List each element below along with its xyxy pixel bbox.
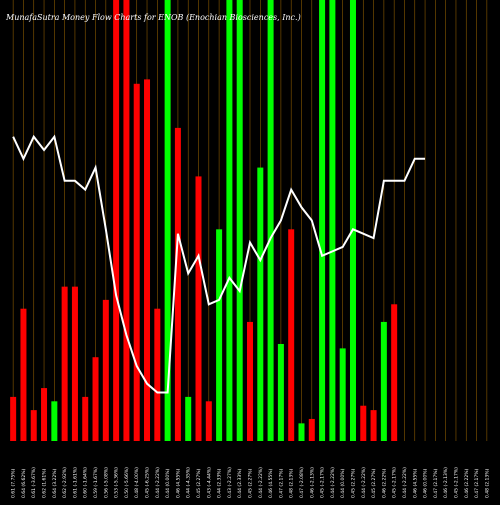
- x-tick-label: 0.44 (0.00%): [165, 468, 171, 498]
- x-tick-label: 0.45 (2.27%): [248, 468, 254, 498]
- money-flow-bar-26: [267, 0, 274, 441]
- money-flow-bar-32: [329, 0, 336, 441]
- money-flow-bar-22: [226, 0, 233, 441]
- money-flow-bar-21: [216, 229, 223, 441]
- money-flow-bar-19: [195, 176, 202, 441]
- x-tick-label: 0.44 (-4.35%): [186, 467, 192, 498]
- x-tick-label: 0.64 (6.62%): [21, 468, 27, 498]
- money-flow-bar-27: [277, 343, 284, 441]
- x-tick-label: 0.46 (-2.13%): [443, 467, 449, 498]
- x-tick-label: 0.44 (0.00%): [340, 468, 346, 498]
- money-flow-bar-38: [391, 304, 398, 441]
- money-flow-bar-33: [339, 348, 346, 441]
- x-tick-label: 0.47 (-2.08%): [299, 467, 305, 498]
- money-flow-bar-35: [360, 405, 367, 441]
- x-tick-label: 0.43 (-2.27%): [227, 467, 233, 498]
- x-tick-label: 0.60 (-1.64%): [83, 467, 89, 498]
- x-tick-label: 0.44 (-2.22%): [155, 467, 161, 498]
- money-flow-bar-7: [71, 286, 78, 441]
- money-flow-bar-16: [164, 0, 171, 441]
- x-tick-label: 0.64 (3.22%): [52, 468, 58, 498]
- x-tick-label: 0.44 (-2.22%): [258, 467, 264, 498]
- x-tick-label: 0.44 (-2.22%): [330, 467, 336, 498]
- money-flow-bar-36: [370, 410, 377, 441]
- money-flow-bar-28: [288, 229, 295, 441]
- money-flow-bar-17: [174, 127, 181, 441]
- x-tick-label: 0.45 (2.27%): [371, 468, 377, 498]
- x-tick-label: 0.61 (-1.61%): [72, 467, 78, 498]
- money-flow-bar-2: [20, 308, 27, 441]
- x-tick-label: 0.47 (2.17%): [474, 468, 480, 498]
- money-flow-bar-8: [82, 396, 89, 441]
- x-tick-label: 0.46 (2.22%): [464, 468, 470, 498]
- x-tick-label: 0.46 (-2.13%): [309, 467, 315, 498]
- money-flow-bar-31: [319, 0, 326, 441]
- money-flow-bar-10: [102, 299, 109, 441]
- money-flow-bar-1: [10, 396, 17, 441]
- x-tick-label: 0.43 (-4.44%): [206, 467, 212, 498]
- money-flow-bar-24: [247, 321, 253, 441]
- money-flow-bar-30: [308, 418, 315, 441]
- x-tick-label: 0.48 (2.13%): [289, 468, 295, 498]
- x-tick-label: 0.45 (-2.17%): [320, 467, 326, 498]
- x-tick-label: 0.61 (7.75%): [11, 468, 17, 498]
- chart-title: MunafaSutra Money Flow Charts for ENOB (…: [5, 13, 301, 22]
- money-flow-bar-9: [92, 357, 99, 441]
- x-tick-label: 0.47 (2.17%): [433, 468, 439, 498]
- money-flow-bar-23: [236, 0, 243, 441]
- x-tick-label: 0.56 (-5.08%): [103, 467, 109, 498]
- x-tick-label: 0.59 (-1.67%): [93, 467, 99, 498]
- x-tick-label: 0.44 (2.33%): [237, 468, 243, 498]
- x-tick-label: 0.46 (0.00%): [423, 468, 429, 498]
- money-flow-bar-37: [380, 321, 387, 441]
- x-tick-label: 0.62 (-2.92%): [62, 467, 68, 498]
- x-tick-label: 0.45 (-6.25%): [145, 467, 151, 498]
- x-tick-label: 0.45 (2.27%): [196, 468, 202, 498]
- money-flow-bar-15: [154, 308, 161, 441]
- money-flow-bar-34: [349, 0, 356, 441]
- x-tick-label: 0.48 (2.13%): [484, 468, 490, 498]
- x-tick-label: 0.53 (-5.36%): [114, 467, 120, 498]
- x-tick-label: 0.62 (1.61%): [42, 468, 48, 498]
- x-tick-label: 0.45 (2.27%): [350, 468, 356, 498]
- x-tick-label: 0.46 (4.55%): [412, 468, 418, 498]
- x-tick-label: 0.48 (-4.00%): [134, 467, 140, 498]
- x-tick-label: 0.45 (-2.17%): [392, 467, 398, 498]
- money-flow-bar-14: [144, 79, 151, 441]
- money-flow-bar-6: [61, 286, 68, 441]
- x-axis-tick-labels: 0.61 (7.75%) 0.64 (6.62%) 0.61 (-3.67%) 0.6…: [11, 467, 491, 498]
- money-flow-bar-4: [41, 388, 48, 441]
- x-tick-label: 0.47 (2.17%): [278, 468, 284, 498]
- money-flow-line: [12, 134, 426, 394]
- money-flow-bar-12: [123, 0, 130, 441]
- money-flow-bar-13: [133, 83, 140, 441]
- money-flow-bar-20: [205, 401, 212, 441]
- x-tick-label: 0.46 (4.55%): [268, 468, 274, 498]
- money-flow-bar-11: [113, 0, 120, 441]
- x-tick-label: 0.61 (-3.67%): [31, 467, 37, 498]
- x-tick-label: 0.44 (-2.22%): [402, 467, 408, 498]
- x-tick-label: 0.44 (2.33%): [217, 468, 223, 498]
- x-tick-label: 0.46 (4.55%): [175, 468, 181, 498]
- x-tick-label: 0.45 (-2.17%): [453, 467, 459, 498]
- x-tick-label: 0.46 (2.22%): [381, 468, 387, 498]
- money-flow-bar-18: [185, 396, 192, 441]
- money-flow-bar-25: [257, 167, 264, 441]
- money-flow-bar-3: [30, 410, 37, 441]
- x-tick-label: 0.50 (-5.66%): [124, 467, 130, 498]
- money-flow-bar-29: [298, 423, 305, 441]
- bar-series: [10, 0, 398, 441]
- money-flow-bar-5: [51, 401, 58, 441]
- x-tick-label: 0.44 (-2.22%): [361, 467, 367, 498]
